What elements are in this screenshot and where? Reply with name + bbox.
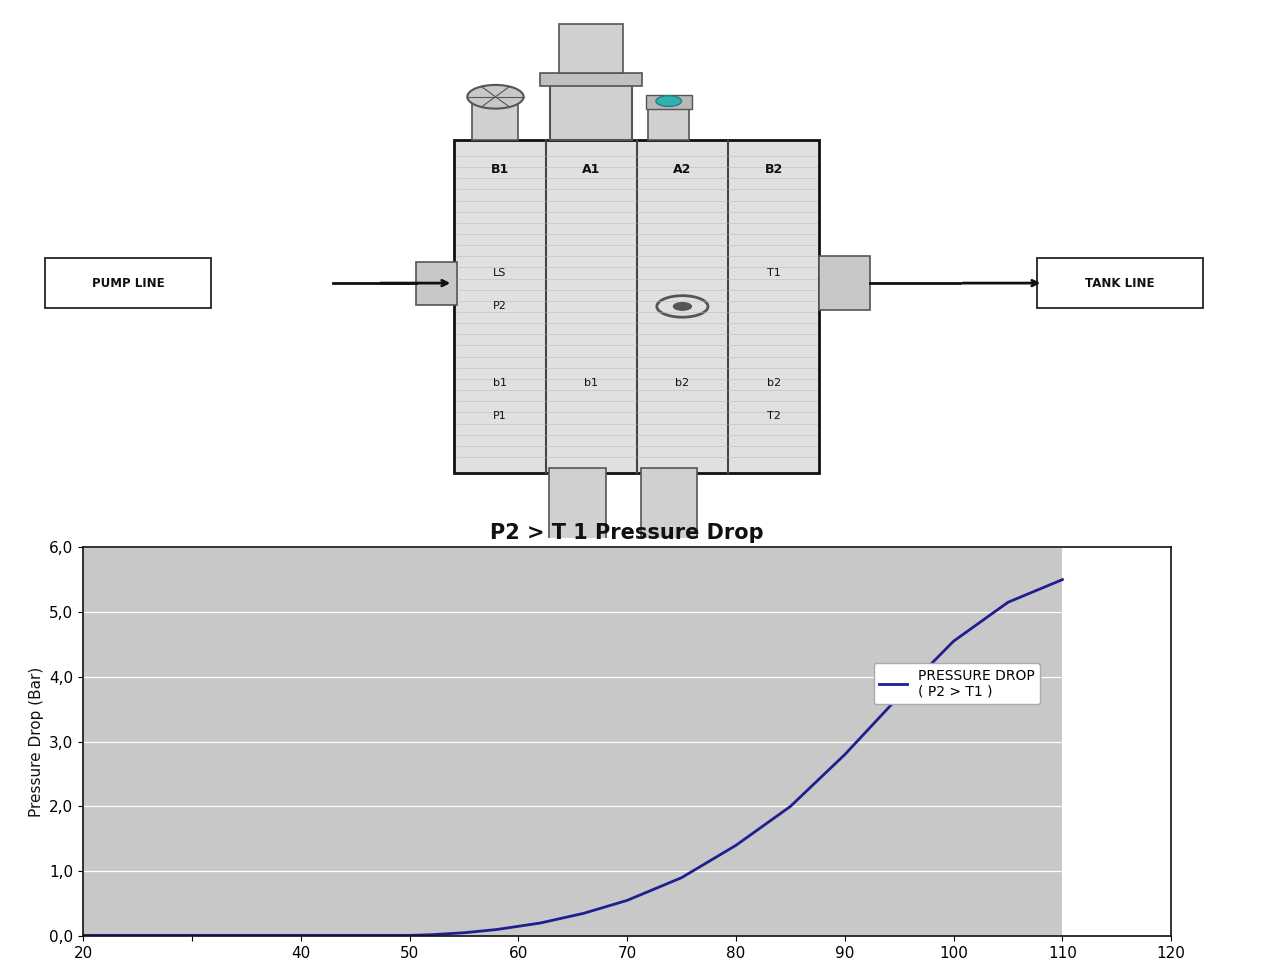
FancyBboxPatch shape <box>819 256 870 310</box>
FancyBboxPatch shape <box>541 632 613 651</box>
FancyBboxPatch shape <box>559 24 623 73</box>
Text: B2: B2 <box>764 163 783 176</box>
Text: B1: B1 <box>490 163 509 176</box>
Legend: PRESSURE DROP
( P2 > T1 ): PRESSURE DROP ( P2 > T1 ) <box>873 663 1041 705</box>
FancyBboxPatch shape <box>540 73 643 86</box>
Text: A2: A2 <box>673 163 691 176</box>
Text: P1: P1 <box>493 412 507 421</box>
FancyBboxPatch shape <box>541 572 613 591</box>
FancyBboxPatch shape <box>45 258 211 308</box>
FancyBboxPatch shape <box>549 591 605 635</box>
FancyBboxPatch shape <box>416 261 457 304</box>
FancyBboxPatch shape <box>454 140 819 473</box>
Text: b1: b1 <box>493 378 507 388</box>
FancyBboxPatch shape <box>645 95 691 108</box>
FancyBboxPatch shape <box>549 468 605 575</box>
Circle shape <box>467 84 524 108</box>
Y-axis label: Pressure Drop (Bar): Pressure Drop (Bar) <box>28 666 44 817</box>
FancyBboxPatch shape <box>1037 258 1203 308</box>
Text: P2: P2 <box>493 301 507 311</box>
Title: P2 > T 1 Pressure Drop: P2 > T 1 Pressure Drop <box>490 523 764 542</box>
FancyBboxPatch shape <box>640 591 696 635</box>
FancyBboxPatch shape <box>632 572 704 591</box>
Text: TANK LINE: TANK LINE <box>1085 276 1155 290</box>
FancyBboxPatch shape <box>648 108 689 140</box>
Bar <box>1062 547 1171 936</box>
Text: T1: T1 <box>767 268 781 278</box>
Text: LS: LS <box>493 268 507 278</box>
Text: PUMP LINE: PUMP LINE <box>92 276 164 290</box>
Text: b1: b1 <box>584 378 598 388</box>
Text: b2: b2 <box>676 378 690 388</box>
FancyBboxPatch shape <box>632 632 704 651</box>
Circle shape <box>673 302 691 310</box>
FancyBboxPatch shape <box>640 468 696 575</box>
Text: b2: b2 <box>767 378 781 388</box>
Circle shape <box>655 96 681 107</box>
FancyBboxPatch shape <box>472 102 518 140</box>
Text: A1: A1 <box>582 163 600 176</box>
Text: T2: T2 <box>767 412 781 421</box>
FancyBboxPatch shape <box>550 81 632 140</box>
